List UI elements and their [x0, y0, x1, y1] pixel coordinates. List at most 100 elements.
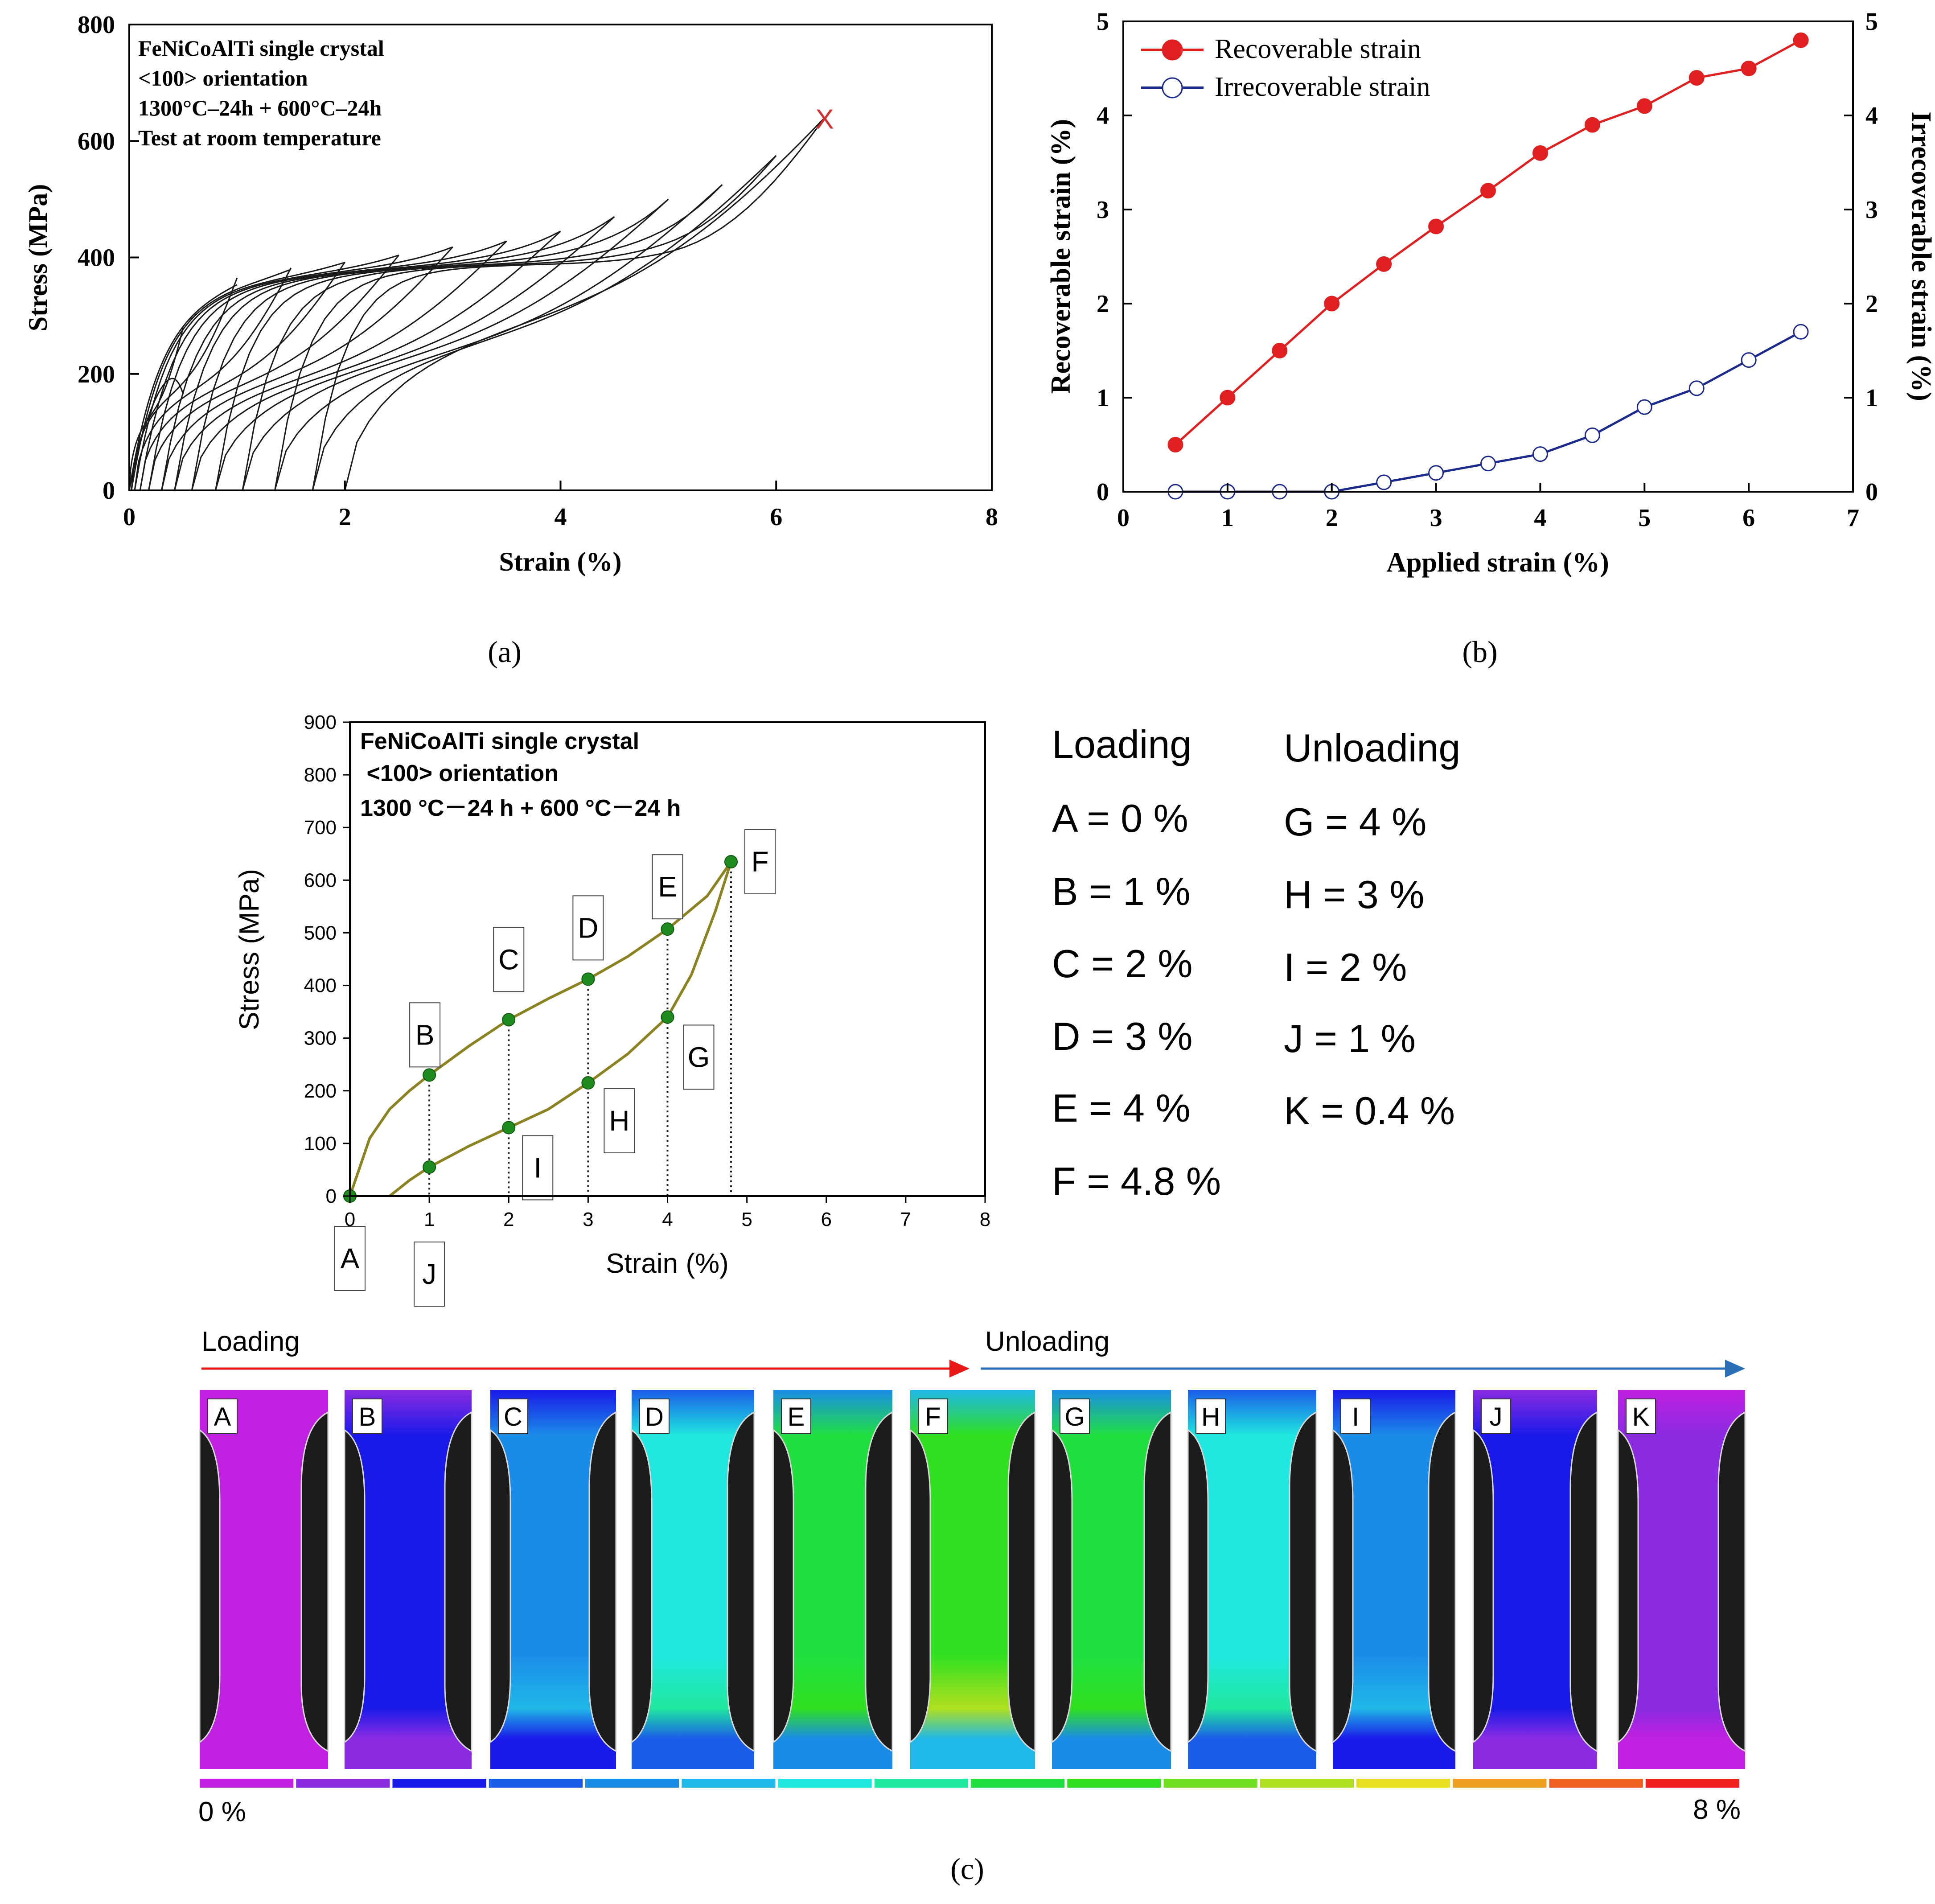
recoverable-point: [1167, 437, 1183, 452]
unloading-curve: [274, 184, 723, 491]
loading-arrow-label: Loading: [201, 1326, 300, 1357]
chart-a-annotation: FeNiCoAlTi single crystal <100> orientat…: [138, 36, 384, 150]
colorbar-min-label: 0 %: [198, 1797, 246, 1827]
chart-b-xlabel: Applied strain (%): [1386, 547, 1609, 578]
point-label: F: [751, 846, 768, 878]
loading-header: Loading: [1052, 722, 1191, 766]
y-tick-label: 500: [304, 922, 337, 944]
chart-c-annotation-line: <100> orientation: [360, 761, 559, 786]
x-tick-label: 1: [1221, 504, 1234, 532]
frame-label: D: [645, 1402, 664, 1431]
dic-frame: E: [772, 1390, 893, 1769]
specimen-grip-left: [199, 1429, 221, 1744]
data-point: [502, 1013, 516, 1027]
point-label-box: [522, 1135, 554, 1201]
recoverable-point: [1584, 117, 1600, 133]
colorbar-segment: [1645, 1779, 1739, 1788]
dic-frame: A: [199, 1390, 329, 1769]
dic-frame: C: [489, 1390, 617, 1769]
colorbar-segment: [874, 1779, 968, 1788]
point-label: H: [609, 1105, 629, 1137]
y-tick-label: 200: [304, 1080, 337, 1102]
loading-value: D = 3 %: [1052, 1014, 1192, 1058]
specimen-grip-right: [865, 1411, 893, 1752]
y-tick-label: 0: [1097, 478, 1109, 506]
chart-a-annotation-line: <100> orientation: [138, 66, 308, 90]
irrecoverable-point: [1689, 380, 1705, 396]
unloading-curve: [215, 216, 615, 491]
x-tick-label: 8: [980, 1209, 990, 1230]
x-tick-label: 7: [1847, 504, 1859, 532]
specimen-grip-left: [1472, 1429, 1494, 1744]
strain-table: Loading Unloading A = 0 % B = 1 % C = 2 …: [1052, 722, 1460, 1203]
point-label: B: [415, 1019, 435, 1051]
specimen-grip-left: [631, 1429, 653, 1744]
chart-a: 0 2 4 6 8 0 200 400 600 800 FeNiCoAlTi single cry…: [23, 11, 998, 576]
chart-b-ticks: 0 1 2 3 4 5 6 70 01 12 23 34 45 5: [1097, 8, 1878, 532]
specimen-grip-left: [344, 1429, 366, 1744]
point-label-box: [409, 1002, 441, 1068]
point-label-box: [414, 1242, 445, 1307]
specimen-grip-right: [1143, 1411, 1172, 1752]
loading-curve: [131, 268, 292, 491]
recoverable-point: [1741, 61, 1757, 76]
frame-label: H: [1201, 1402, 1220, 1431]
specimen-grip-right: [588, 1411, 617, 1752]
irrecoverable-point: [1584, 427, 1600, 443]
dic-frame: B: [344, 1390, 472, 1769]
unloading-curve: [242, 198, 669, 491]
specimen-grip-left: [1332, 1429, 1354, 1744]
loading-curve: [148, 246, 453, 491]
chart-c-ylabel: Stress (MPa): [234, 869, 265, 1030]
loading-curve: [161, 240, 507, 491]
point-label: C: [498, 943, 519, 975]
y-tick-label: 600: [78, 127, 115, 155]
specimen-grip-left: [1051, 1429, 1073, 1744]
chart-a-ticks: 0 2 4 6 8 0 200 400 600 800: [78, 11, 998, 531]
legend-label-recoverable: Recoverable strain: [1215, 34, 1421, 64]
specimen-grip-right: [1717, 1411, 1746, 1752]
data-point: [581, 972, 595, 986]
loading-curve: [191, 216, 615, 491]
loading-curve: [215, 198, 669, 491]
dic-frame: F: [909, 1390, 1036, 1769]
specimen-grip-right: [300, 1411, 329, 1752]
colorbar-segment: [682, 1779, 776, 1788]
frame-label-box: [1626, 1398, 1656, 1434]
x-tick-label: 2: [339, 503, 351, 531]
unloading-curve: [312, 155, 777, 491]
chart-a-frame: [128, 24, 993, 491]
x-tick-label: 8: [986, 503, 998, 531]
chart-c-ticks: 0 1 2 3 4 5 6 7 8 0 100 200 300 400 500 600 700 800 900: [304, 711, 991, 1230]
point-label: D: [578, 912, 598, 944]
unloading-value: J = 1 %: [1284, 1016, 1416, 1061]
chart-c: A B C D E F G H I J 0 1 2 3 4 5 6 7 8 0 100 200 300 400 500 600 7…: [234, 711, 991, 1307]
colorbar-segment: [1356, 1779, 1450, 1788]
y2-tick-label: 4: [1865, 102, 1878, 130]
recoverable-point: [1220, 390, 1236, 406]
y2-tick-label: 2: [1865, 290, 1878, 318]
frame-label: E: [788, 1402, 805, 1431]
unloading-arrow-label: Unloading: [985, 1326, 1109, 1357]
colorbar-segment: [1453, 1779, 1547, 1788]
specimen-grip-right: [1007, 1411, 1036, 1752]
unloading-value: H = 3 %: [1284, 872, 1424, 917]
point-label-box: [604, 1088, 635, 1154]
colorbar-segment: [489, 1779, 583, 1788]
frame-label: F: [925, 1402, 941, 1431]
unloading-curve: [191, 230, 561, 491]
colorbar-segment: [392, 1779, 486, 1788]
loading-value: F = 4.8 %: [1052, 1159, 1221, 1203]
point-label: E: [658, 871, 677, 903]
y-tick-label: 300: [304, 1028, 337, 1049]
y-tick-label: 400: [304, 975, 337, 997]
specimen-grip-left: [1187, 1429, 1209, 1744]
chart-c-annotation: FeNiCoAlTi single crystal <100> orientat…: [360, 728, 681, 821]
x-tick-label: 3: [1430, 504, 1442, 532]
chart-a-annotation-line: Test at room temperature: [138, 125, 381, 150]
recoverable-point: [1272, 343, 1288, 358]
chart-b-series: [1167, 32, 1809, 500]
x-tick-label: 0: [345, 1209, 355, 1230]
chart-b: 0 1 2 3 4 5 6 70 01 12 23 34 45 5 Recoverable strain …: [1046, 8, 1935, 578]
frame-label: J: [1490, 1402, 1503, 1431]
